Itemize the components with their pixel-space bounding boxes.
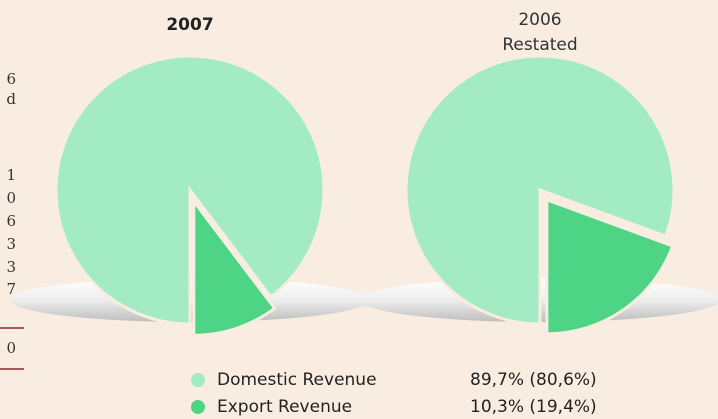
pie-title: 2006 [518,10,561,30]
legend-value: 89,7% (80,6%) [470,370,597,390]
legend-swatch [191,373,205,387]
table-fragment: 1 [6,166,16,184]
table-fragment: 0 [6,189,16,207]
pie-slice [404,54,676,326]
table-fragment: 3 [6,258,16,276]
legend-value: 10,3% (19,4%) [470,397,597,417]
table-fragment: 7 [6,280,16,298]
pie-slice [192,196,277,337]
legend-label: Domestic Revenue [217,370,377,390]
pie-subtitle: Restated [502,35,577,55]
legend-swatch [191,400,205,414]
pie-slice [54,54,326,326]
table-fragment: d [6,90,16,108]
table-fragment: 6 [6,70,16,88]
pie-slice [545,197,675,336]
legend-label: Export Revenue [217,397,352,417]
table-fragment: 3 [6,235,16,253]
table-fragment: 0 [6,339,16,357]
pie-title: 2007 [166,15,213,35]
table-fragment: 6 [6,212,16,230]
